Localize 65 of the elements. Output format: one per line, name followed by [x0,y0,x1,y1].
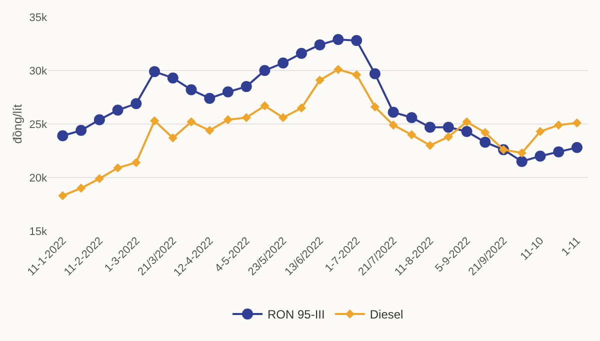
y-tick-label: 25k [29,118,48,131]
point [222,86,234,98]
point [406,112,418,124]
y-axis-title: đồng/lít [10,104,25,144]
point [444,132,453,142]
point [168,133,178,142]
point [334,64,343,74]
point [554,120,564,130]
point [57,130,68,142]
point [332,34,344,45]
point [242,113,251,122]
point [369,68,380,80]
point [223,115,233,124]
point [553,146,564,158]
point [571,142,582,154]
point [278,113,288,122]
y-tick-label: 20k [29,172,48,184]
point [150,116,160,126]
point [149,66,160,78]
point [461,126,472,137]
point [314,39,326,50]
point [186,117,196,126]
point [58,191,68,200]
point [132,158,141,168]
point [94,114,105,126]
point [480,128,490,138]
point [260,101,270,110]
point [76,124,87,136]
y-tick-label: 30k [29,65,48,78]
point [424,122,436,133]
point [534,150,546,162]
point [351,35,362,46]
point [352,70,362,80]
y-tick-label: 15k [29,226,48,238]
point [259,65,270,76]
point [167,72,178,84]
point [536,126,545,136]
point [130,98,142,110]
y-tick-label: 35k [29,12,48,24]
point [113,163,122,172]
point [407,130,416,140]
point [278,58,289,69]
point [296,48,307,59]
point [388,106,399,118]
point [76,184,86,193]
point [112,104,124,116]
point [442,122,454,133]
point [425,140,435,150]
point [240,81,252,92]
legend-label: Diesel [370,308,404,322]
point [205,126,214,135]
point [462,117,472,126]
point [186,84,197,96]
point [315,76,324,85]
point [480,136,491,148]
point [204,92,216,104]
point [370,102,380,112]
x-tick-label: 1-11 [560,235,583,259]
point [388,120,398,130]
point [517,148,526,158]
point [516,156,528,167]
point [296,103,306,112]
point [94,174,104,184]
legend-label: RON 95-III [268,308,325,322]
point [572,118,582,128]
